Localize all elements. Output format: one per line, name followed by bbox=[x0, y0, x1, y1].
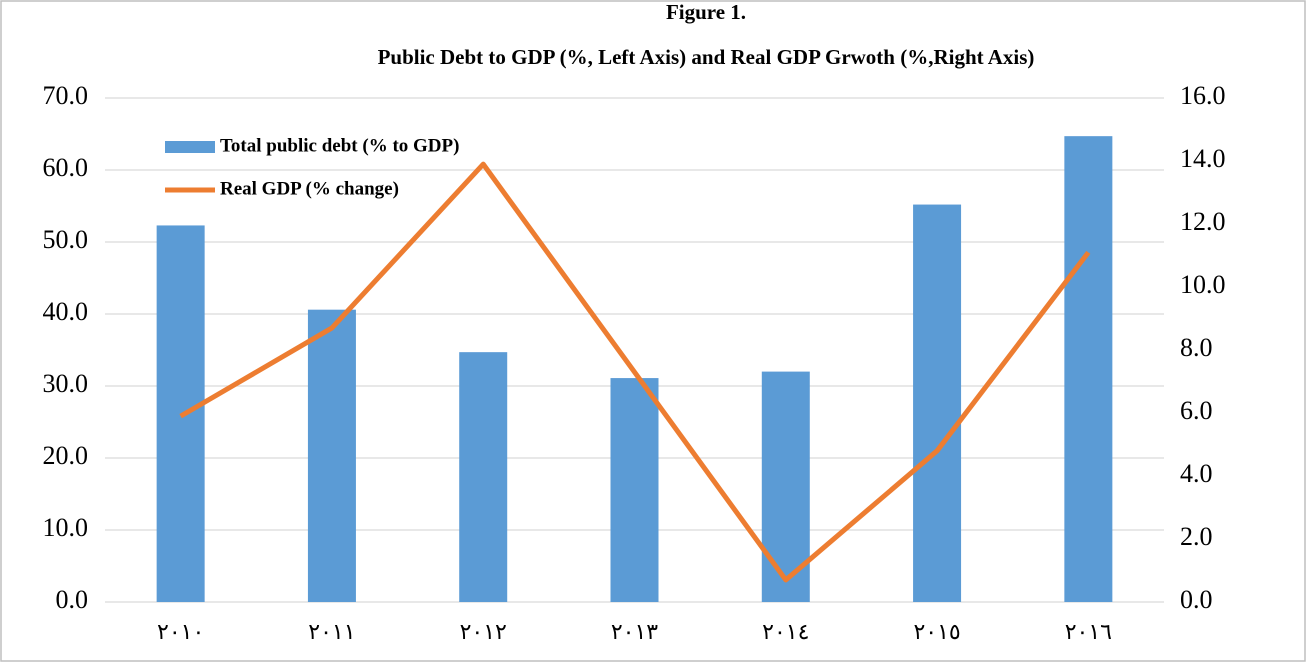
x-tick-label: ٢٠١٢ bbox=[460, 619, 507, 644]
y-tick-label: 60.0 bbox=[43, 153, 89, 182]
chart-subtitle: Public Debt to GDP (%, Left Axis) and Re… bbox=[378, 45, 1035, 69]
y-tick-label: 70.0 bbox=[43, 81, 89, 110]
bar bbox=[459, 352, 508, 602]
x-tick-label: ٢٠١١ bbox=[308, 619, 355, 644]
bar bbox=[610, 378, 659, 602]
y-tick-label: 0.0 bbox=[56, 585, 89, 614]
bar bbox=[1064, 136, 1113, 602]
chart-title: Figure 1. bbox=[666, 0, 746, 24]
bar bbox=[913, 204, 962, 602]
line bbox=[179, 161, 1091, 583]
legend-label: Real GDP (% change) bbox=[220, 178, 399, 199]
x-tick-label: ٢٠١٥ bbox=[913, 619, 960, 644]
legend-swatch bbox=[165, 141, 215, 153]
x-tick-label: ٢٠١٤ bbox=[762, 619, 809, 644]
y2-tick-label: 10.0 bbox=[1180, 270, 1226, 299]
y2-tick-label: 4.0 bbox=[1180, 459, 1213, 488]
x-tick-label: ٢٠١٣ bbox=[611, 619, 658, 644]
x-tick-label: ٢٠١٠ bbox=[157, 619, 204, 644]
y-tick-label: 40.0 bbox=[43, 297, 89, 326]
y-tick-label: 50.0 bbox=[43, 225, 89, 254]
y-tick-label: 20.0 bbox=[43, 441, 89, 470]
y-tick-label: 10.0 bbox=[43, 513, 89, 542]
y2-tick-label: 16.0 bbox=[1180, 81, 1226, 110]
y-tick-label: 30.0 bbox=[43, 369, 89, 398]
y2-tick-label: 8.0 bbox=[1180, 333, 1213, 362]
x-tick-label: ٢٠١٦ bbox=[1065, 619, 1112, 644]
y2-tick-label: 2.0 bbox=[1180, 522, 1213, 551]
y2-tick-label: 0.0 bbox=[1180, 585, 1213, 614]
bar bbox=[307, 309, 356, 602]
legend-label: Total public debt (% to GDP) bbox=[220, 135, 459, 156]
y2-tick-label: 6.0 bbox=[1180, 396, 1213, 425]
y2-tick-label: 14.0 bbox=[1180, 144, 1226, 173]
y2-tick-label: 12.0 bbox=[1180, 207, 1226, 236]
